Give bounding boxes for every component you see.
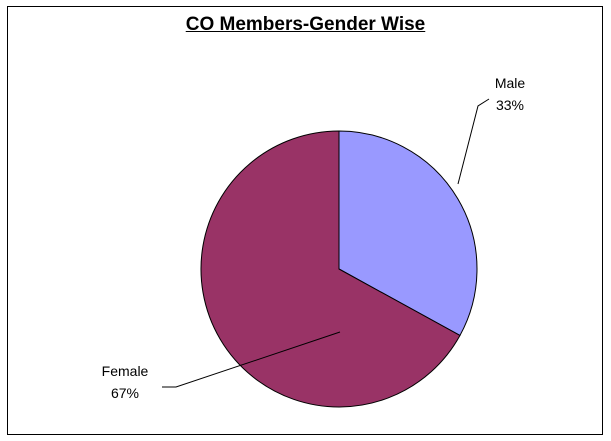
slice-label-male: Male [495, 75, 526, 91]
pie-slice-female [200, 130, 461, 408]
pie-slice-male [338, 130, 478, 337]
slice-percent-female: 67% [111, 385, 139, 401]
leader-line-male [457, 98, 490, 185]
slice-percent-male: 33% [496, 97, 524, 113]
leader-line-female [162, 331, 341, 388]
slice-label-female: Female [102, 363, 149, 379]
chart-title: CO Members-Gender Wise [185, 14, 426, 35]
